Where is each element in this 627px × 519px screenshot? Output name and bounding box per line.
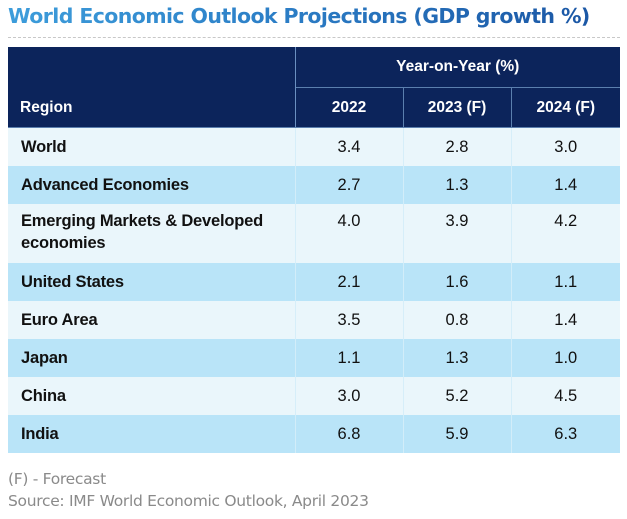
region-cell: World [8,127,295,166]
header-region: Region [8,47,296,128]
table-row: Advanced Economies 2.7 1.3 1.4 [8,166,621,204]
header-year-2024: 2024 (F) [510,87,621,128]
value-cell: 3.5 [294,301,403,339]
page-title: World Economic Outlook Projections (GDP … [8,4,590,28]
value-cell: 1.1 [510,263,621,301]
value-cell: 3.4 [294,127,403,166]
value-cell: 2.1 [294,263,403,301]
value-cell: 5.9 [402,415,511,453]
region-cell: China [8,377,295,415]
value-cell: 0.8 [402,301,511,339]
region-cell: Euro Area [8,301,295,339]
value-cell: 1.3 [402,166,511,204]
value-cell: 3.0 [510,127,621,166]
region-cell: Advanced Economies [8,166,295,204]
value-cell: 6.3 [510,415,621,453]
header-year-2023: 2023 (F) [402,87,512,128]
value-cell: 1.6 [402,263,511,301]
source-footnote: Source: IMF World Economic Outlook, Apri… [8,492,369,510]
table-body: World 3.4 2.8 3.0 Advanced Economies 2.7… [8,127,621,453]
table-row: Emerging Markets & Developed economies 4… [8,204,621,263]
value-cell: 6.8 [294,415,403,453]
value-cell: 3.0 [294,377,403,415]
value-cell: 2.8 [402,127,511,166]
value-cell: 4.2 [510,204,621,263]
value-cell: 4.5 [510,377,621,415]
value-cell: 3.9 [402,204,511,263]
table-row: United States 2.1 1.6 1.1 [8,263,621,301]
value-cell: 4.0 [294,204,403,263]
forecast-footnote: (F) - Forecast [8,470,106,488]
table-row: China 3.0 5.2 4.5 [8,377,621,415]
value-cell: 2.7 [294,166,403,204]
value-cell: 1.3 [402,339,511,377]
region-cell: United States [8,263,295,301]
title-divider [8,37,620,38]
header-year-2022: 2022 [295,87,404,128]
value-cell: 1.4 [510,166,621,204]
value-cell: 5.2 [402,377,511,415]
region-cell: India [8,415,295,453]
header-year-on-year: Year-on-Year (%) [294,47,621,88]
region-cell: Emerging Markets & Developed economies [8,204,295,263]
region-cell: Japan [8,339,295,377]
value-cell: 1.1 [294,339,403,377]
value-cell: 1.4 [510,301,621,339]
table-row: Japan 1.1 1.3 1.0 [8,339,621,377]
table-row: Euro Area 3.5 0.8 1.4 [8,301,621,339]
gdp-projections-table: Region Year-on-Year (%) 2022 2023 (F) 20… [8,47,621,453]
value-cell: 1.0 [510,339,621,377]
table-row: India 6.8 5.9 6.3 [8,415,621,453]
table-row: World 3.4 2.8 3.0 [8,127,621,166]
table-header: Region Year-on-Year (%) 2022 2023 (F) 20… [8,47,621,128]
